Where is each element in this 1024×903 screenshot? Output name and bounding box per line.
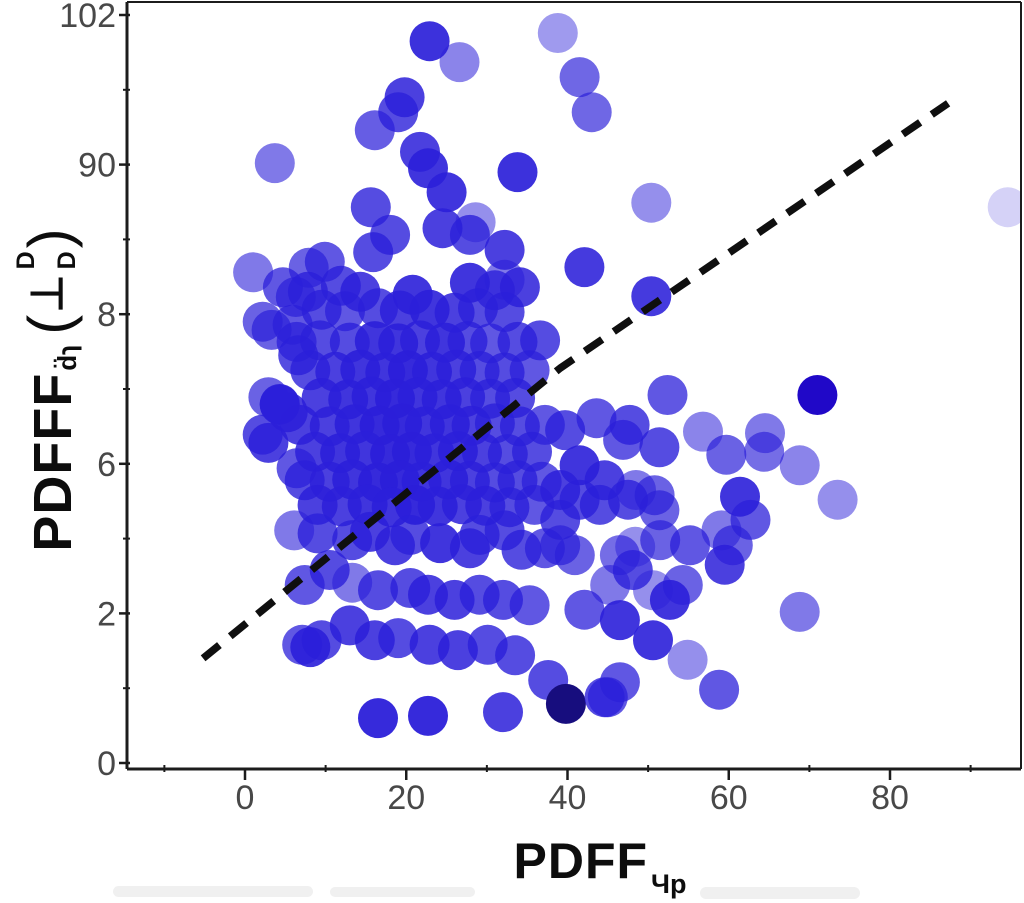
scatter-point bbox=[817, 479, 858, 520]
scatter-point bbox=[449, 214, 490, 255]
scatter-point bbox=[603, 419, 644, 460]
scatter-point bbox=[370, 214, 411, 255]
scatter-point bbox=[354, 110, 395, 151]
scatter-point bbox=[564, 589, 605, 630]
artifact-smudge bbox=[700, 887, 860, 899]
scatter-point bbox=[233, 252, 274, 293]
scatter-point bbox=[670, 525, 710, 566]
scatter-point bbox=[545, 410, 586, 451]
x-axis-label-text: PDFF bbox=[513, 833, 649, 889]
x-tick-label: 40 bbox=[549, 779, 587, 817]
scatter-point bbox=[649, 579, 690, 620]
scatter-point bbox=[495, 635, 536, 676]
scatter-point bbox=[254, 143, 295, 184]
scatter-point bbox=[779, 445, 820, 486]
scatter-point bbox=[559, 57, 600, 98]
x-axis-label-subscript: Чp bbox=[651, 869, 687, 899]
scatter-point bbox=[576, 398, 617, 439]
scatter-points bbox=[233, 13, 1021, 739]
scatter-point bbox=[987, 187, 1021, 228]
x-tick-label: 20 bbox=[387, 779, 425, 817]
scatter-point bbox=[554, 535, 595, 576]
scatter-point bbox=[439, 42, 480, 83]
y-axis-paren-open: ( bbox=[15, 314, 83, 335]
y-tick-label: 102 bbox=[59, 0, 116, 35]
scatter-point bbox=[706, 434, 747, 475]
x-tick-label: 80 bbox=[871, 779, 909, 817]
artifact-smudge bbox=[113, 886, 313, 897]
scatter-point bbox=[797, 375, 838, 415]
scatter-point bbox=[584, 677, 625, 718]
scatter-point bbox=[426, 172, 467, 213]
scatter-point bbox=[282, 624, 323, 665]
scatter-point bbox=[639, 490, 680, 531]
scatter-point bbox=[599, 600, 640, 641]
artifact-smudge bbox=[330, 887, 475, 897]
scatter-point bbox=[325, 291, 365, 332]
scatter-point bbox=[745, 413, 785, 454]
y-axis-d-bottom: D bbox=[53, 251, 81, 270]
trendline-path bbox=[200, 100, 951, 662]
scatter-point bbox=[297, 513, 338, 554]
scatter-point bbox=[639, 427, 680, 468]
y-tick-label: 8 bbox=[97, 296, 116, 334]
x-axis: 0 20 40 60 80 bbox=[163, 765, 972, 817]
scatter-point bbox=[484, 229, 525, 270]
scatter-point bbox=[408, 695, 448, 736]
scatter-point bbox=[590, 565, 631, 605]
y-tick-label: 6 bbox=[97, 446, 116, 484]
scatter-point bbox=[358, 570, 398, 611]
trend-line bbox=[200, 100, 951, 662]
scatter-point bbox=[420, 523, 461, 564]
scatter-point bbox=[640, 520, 681, 561]
y-axis: 102 90 8 6 2 0 bbox=[59, 0, 130, 783]
scatter-point bbox=[699, 669, 740, 710]
scatter-point bbox=[633, 620, 673, 661]
scatter-point bbox=[248, 422, 289, 463]
plot-frame bbox=[125, 1, 1022, 771]
scatter-point bbox=[358, 698, 398, 739]
scatter-point bbox=[483, 692, 523, 733]
y-axis-label-text: PDFFF bbox=[23, 372, 83, 552]
y-tick-label: 2 bbox=[97, 595, 116, 633]
y-tick-label: 90 bbox=[78, 147, 116, 185]
perpendicular-symbol: ⊥ bbox=[22, 274, 72, 313]
x-tick-label: 60 bbox=[710, 779, 748, 817]
scatter-point bbox=[564, 247, 605, 288]
y-axis-label-subscript: d̈ɿ bbox=[51, 344, 82, 371]
scatter-point bbox=[378, 618, 419, 659]
y-tick-label: 0 bbox=[97, 745, 116, 783]
scatter-point bbox=[484, 292, 525, 332]
scatter-point bbox=[559, 479, 600, 520]
scatter-point bbox=[537, 13, 578, 53]
scatter-point bbox=[631, 182, 672, 223]
scatter-point bbox=[571, 92, 612, 133]
scatter-point bbox=[509, 585, 550, 626]
scatter-point bbox=[409, 21, 450, 62]
scatter-point bbox=[667, 639, 708, 680]
scatter-point bbox=[647, 375, 688, 415]
scatter-point bbox=[704, 544, 745, 585]
scatter-point bbox=[779, 591, 820, 632]
scatter-point bbox=[497, 152, 538, 193]
y-axis-paren-close: ) bbox=[15, 228, 83, 249]
scatter-point bbox=[437, 630, 478, 671]
x-tick-label: 0 bbox=[236, 779, 255, 817]
scatter-point bbox=[379, 290, 420, 331]
y-axis-d-top: D bbox=[12, 251, 40, 270]
scatter-point bbox=[545, 683, 586, 724]
x-axis-label: PDFF Чp bbox=[440, 832, 760, 899]
scatter-point bbox=[284, 565, 325, 605]
scatter-point bbox=[631, 276, 672, 317]
y-axis-label: PDFFF d̈ɿ (⊥ D D) bbox=[0, 80, 108, 700]
